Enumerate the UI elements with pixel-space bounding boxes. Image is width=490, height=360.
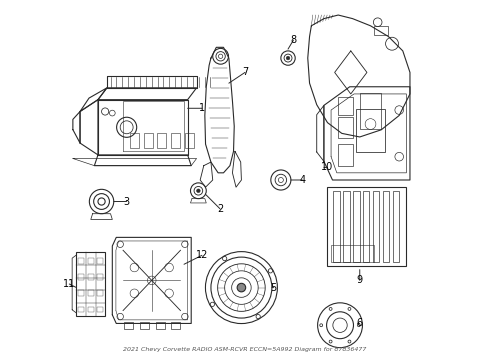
Bar (76, 252, 105, 316)
Text: 6: 6 (357, 319, 363, 328)
Bar (363, 191, 369, 262)
Text: 9: 9 (357, 275, 363, 285)
Bar (356, 109, 385, 152)
Text: 4: 4 (299, 175, 305, 185)
Bar (353, 191, 360, 262)
Bar (78, 291, 84, 296)
Bar (338, 117, 353, 138)
Bar (88, 291, 94, 296)
Text: 3: 3 (123, 197, 130, 207)
Bar (338, 97, 353, 115)
Text: 2021 Chevy Corvette RADIO ASM-RCVR ECCN=5A992 Diagram for 87836477: 2021 Chevy Corvette RADIO ASM-RCVR ECCN=… (123, 347, 367, 352)
Bar (140, 322, 149, 329)
Bar (392, 191, 399, 262)
Bar (185, 134, 194, 148)
Bar (331, 245, 374, 262)
Bar (78, 307, 84, 312)
Text: 11: 11 (63, 279, 75, 289)
Bar (88, 307, 94, 312)
Bar (171, 134, 180, 148)
Text: 1: 1 (199, 103, 205, 113)
Text: 2: 2 (217, 204, 223, 214)
Text: 10: 10 (321, 162, 334, 172)
Bar (333, 191, 340, 262)
Text: 7: 7 (242, 67, 248, 77)
Bar (343, 191, 350, 262)
Bar (338, 144, 353, 166)
Bar (98, 291, 103, 296)
Bar (98, 258, 103, 264)
Bar (172, 322, 180, 329)
Bar (156, 322, 165, 329)
Bar (373, 191, 379, 262)
Circle shape (196, 189, 200, 193)
Text: 12: 12 (196, 250, 208, 260)
Text: 5: 5 (270, 283, 277, 293)
Bar (157, 134, 167, 148)
Bar (88, 258, 94, 264)
Bar (78, 258, 84, 264)
Text: 8: 8 (291, 35, 296, 45)
Bar (88, 274, 94, 280)
Bar (144, 134, 153, 148)
Circle shape (237, 283, 245, 292)
Circle shape (286, 56, 290, 60)
Bar (327, 187, 406, 266)
Bar (130, 134, 139, 148)
Bar (98, 274, 103, 280)
Bar (98, 307, 103, 312)
Bar (78, 274, 84, 280)
Bar (360, 93, 381, 129)
Bar (124, 322, 133, 329)
Bar (374, 26, 389, 35)
Bar (383, 191, 389, 262)
